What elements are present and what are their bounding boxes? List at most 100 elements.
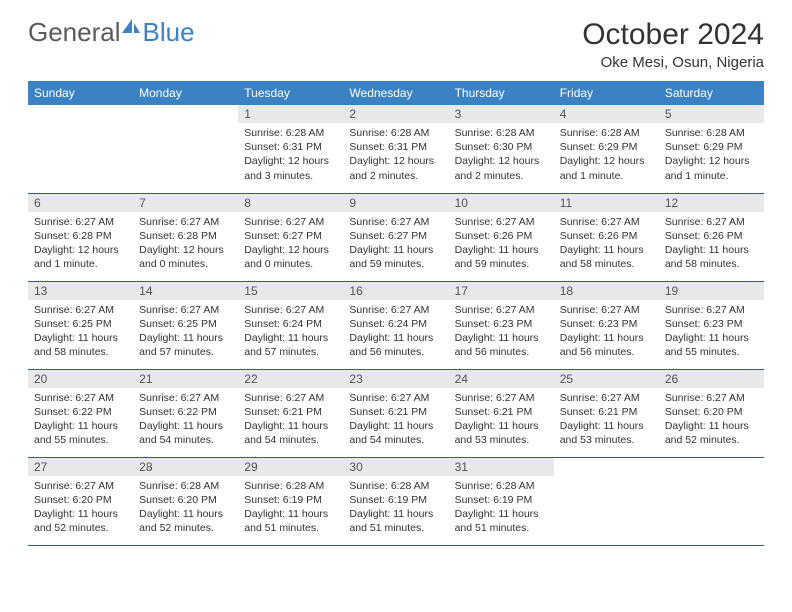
day-details: Sunrise: 6:27 AMSunset: 6:26 PMDaylight:…: [659, 212, 764, 276]
calendar-day-cell: 9Sunrise: 6:27 AMSunset: 6:27 PMDaylight…: [343, 193, 448, 281]
day-details: Sunrise: 6:27 AMSunset: 6:28 PMDaylight:…: [28, 212, 133, 276]
day-details: Sunrise: 6:27 AMSunset: 6:25 PMDaylight:…: [133, 300, 238, 364]
day-number: 28: [133, 458, 238, 476]
day-number: 18: [554, 282, 659, 300]
calendar-week-row: 20Sunrise: 6:27 AMSunset: 6:22 PMDayligh…: [28, 369, 764, 457]
day-number: 15: [238, 282, 343, 300]
day-details: Sunrise: 6:28 AMSunset: 6:30 PMDaylight:…: [449, 123, 554, 187]
day-number: 13: [28, 282, 133, 300]
calendar-day-cell: 1Sunrise: 6:28 AMSunset: 6:31 PMDaylight…: [238, 105, 343, 193]
header: General Blue October 2024 Oke Mesi, Osun…: [28, 18, 764, 71]
calendar-day-cell: 19Sunrise: 6:27 AMSunset: 6:23 PMDayligh…: [659, 281, 764, 369]
calendar-week-row: 13Sunrise: 6:27 AMSunset: 6:25 PMDayligh…: [28, 281, 764, 369]
day-number: 12: [659, 194, 764, 212]
day-number: 2: [343, 105, 448, 123]
day-details: Sunrise: 6:27 AMSunset: 6:20 PMDaylight:…: [28, 476, 133, 540]
weekday-header: Saturday: [659, 81, 764, 105]
calendar-week-row: 6Sunrise: 6:27 AMSunset: 6:28 PMDaylight…: [28, 193, 764, 281]
calendar-day-cell: 25Sunrise: 6:27 AMSunset: 6:21 PMDayligh…: [554, 369, 659, 457]
month-title: October 2024: [582, 18, 764, 52]
day-number: 20: [28, 370, 133, 388]
day-details: Sunrise: 6:27 AMSunset: 6:21 PMDaylight:…: [343, 388, 448, 452]
day-number: 23: [343, 370, 448, 388]
title-block: October 2024 Oke Mesi, Osun, Nigeria: [582, 18, 764, 71]
day-number: 26: [659, 370, 764, 388]
location: Oke Mesi, Osun, Nigeria: [582, 54, 764, 71]
calendar-day-cell: 23Sunrise: 6:27 AMSunset: 6:21 PMDayligh…: [343, 369, 448, 457]
day-number: 3: [449, 105, 554, 123]
day-number: 16: [343, 282, 448, 300]
day-number: 7: [133, 194, 238, 212]
day-details: Sunrise: 6:27 AMSunset: 6:21 PMDaylight:…: [449, 388, 554, 452]
day-details: Sunrise: 6:27 AMSunset: 6:22 PMDaylight:…: [133, 388, 238, 452]
day-number: 22: [238, 370, 343, 388]
calendar-day-cell: 22Sunrise: 6:27 AMSunset: 6:21 PMDayligh…: [238, 369, 343, 457]
calendar-day-cell: 21Sunrise: 6:27 AMSunset: 6:22 PMDayligh…: [133, 369, 238, 457]
day-details: Sunrise: 6:28 AMSunset: 6:19 PMDaylight:…: [238, 476, 343, 540]
weekday-header: Friday: [554, 81, 659, 105]
calendar-day-cell: 16Sunrise: 6:27 AMSunset: 6:24 PMDayligh…: [343, 281, 448, 369]
day-details: Sunrise: 6:27 AMSunset: 6:21 PMDaylight:…: [554, 388, 659, 452]
calendar-day-cell: 6Sunrise: 6:27 AMSunset: 6:28 PMDaylight…: [28, 193, 133, 281]
day-details: Sunrise: 6:28 AMSunset: 6:20 PMDaylight:…: [133, 476, 238, 540]
day-number: 4: [554, 105, 659, 123]
day-details: Sunrise: 6:27 AMSunset: 6:23 PMDaylight:…: [554, 300, 659, 364]
weekday-header: Thursday: [449, 81, 554, 105]
calendar-day-cell: 27Sunrise: 6:27 AMSunset: 6:20 PMDayligh…: [28, 457, 133, 545]
calendar-day-cell: 18Sunrise: 6:27 AMSunset: 6:23 PMDayligh…: [554, 281, 659, 369]
calendar-day-cell: 20Sunrise: 6:27 AMSunset: 6:22 PMDayligh…: [28, 369, 133, 457]
calendar-empty-cell: [659, 457, 764, 545]
calendar-day-cell: 29Sunrise: 6:28 AMSunset: 6:19 PMDayligh…: [238, 457, 343, 545]
calendar-day-cell: 15Sunrise: 6:27 AMSunset: 6:24 PMDayligh…: [238, 281, 343, 369]
calendar-day-cell: 12Sunrise: 6:27 AMSunset: 6:26 PMDayligh…: [659, 193, 764, 281]
logo-sail-icon: [121, 18, 141, 39]
weekday-header: Wednesday: [343, 81, 448, 105]
calendar-day-cell: 2Sunrise: 6:28 AMSunset: 6:31 PMDaylight…: [343, 105, 448, 193]
calendar-week-row: 1Sunrise: 6:28 AMSunset: 6:31 PMDaylight…: [28, 105, 764, 193]
calendar-day-cell: 8Sunrise: 6:27 AMSunset: 6:27 PMDaylight…: [238, 193, 343, 281]
weekday-header: Tuesday: [238, 81, 343, 105]
day-number: 19: [659, 282, 764, 300]
weekday-header-row: SundayMondayTuesdayWednesdayThursdayFrid…: [28, 81, 764, 105]
calendar-week-row: 27Sunrise: 6:27 AMSunset: 6:20 PMDayligh…: [28, 457, 764, 545]
day-number: 11: [554, 194, 659, 212]
calendar-empty-cell: [554, 457, 659, 545]
day-details: Sunrise: 6:27 AMSunset: 6:24 PMDaylight:…: [238, 300, 343, 364]
day-details: Sunrise: 6:27 AMSunset: 6:20 PMDaylight:…: [659, 388, 764, 452]
day-details: Sunrise: 6:27 AMSunset: 6:23 PMDaylight:…: [449, 300, 554, 364]
day-number: 17: [449, 282, 554, 300]
day-details: Sunrise: 6:27 AMSunset: 6:22 PMDaylight:…: [28, 388, 133, 452]
day-number: 30: [343, 458, 448, 476]
calendar-day-cell: 7Sunrise: 6:27 AMSunset: 6:28 PMDaylight…: [133, 193, 238, 281]
calendar-day-cell: 26Sunrise: 6:27 AMSunset: 6:20 PMDayligh…: [659, 369, 764, 457]
day-details: Sunrise: 6:28 AMSunset: 6:19 PMDaylight:…: [343, 476, 448, 540]
day-details: Sunrise: 6:27 AMSunset: 6:21 PMDaylight:…: [238, 388, 343, 452]
day-number: 31: [449, 458, 554, 476]
calendar-day-cell: 11Sunrise: 6:27 AMSunset: 6:26 PMDayligh…: [554, 193, 659, 281]
day-details: Sunrise: 6:27 AMSunset: 6:24 PMDaylight:…: [343, 300, 448, 364]
day-number: 6: [28, 194, 133, 212]
calendar-day-cell: 3Sunrise: 6:28 AMSunset: 6:30 PMDaylight…: [449, 105, 554, 193]
day-number: 8: [238, 194, 343, 212]
weekday-header: Monday: [133, 81, 238, 105]
calendar-day-cell: 24Sunrise: 6:27 AMSunset: 6:21 PMDayligh…: [449, 369, 554, 457]
day-details: Sunrise: 6:28 AMSunset: 6:19 PMDaylight:…: [449, 476, 554, 540]
day-number: 25: [554, 370, 659, 388]
logo-text-blue: Blue: [143, 19, 195, 45]
day-details: Sunrise: 6:28 AMSunset: 6:31 PMDaylight:…: [343, 123, 448, 187]
calendar-day-cell: 14Sunrise: 6:27 AMSunset: 6:25 PMDayligh…: [133, 281, 238, 369]
calendar-day-cell: 28Sunrise: 6:28 AMSunset: 6:20 PMDayligh…: [133, 457, 238, 545]
calendar-day-cell: 10Sunrise: 6:27 AMSunset: 6:26 PMDayligh…: [449, 193, 554, 281]
calendar-body: 1Sunrise: 6:28 AMSunset: 6:31 PMDaylight…: [28, 105, 764, 545]
day-number: 14: [133, 282, 238, 300]
day-number: 24: [449, 370, 554, 388]
day-number: 1: [238, 105, 343, 123]
day-details: Sunrise: 6:27 AMSunset: 6:25 PMDaylight:…: [28, 300, 133, 364]
day-number: 5: [659, 105, 764, 123]
day-details: Sunrise: 6:27 AMSunset: 6:27 PMDaylight:…: [238, 212, 343, 276]
calendar-day-cell: 30Sunrise: 6:28 AMSunset: 6:19 PMDayligh…: [343, 457, 448, 545]
day-number: 21: [133, 370, 238, 388]
day-number: 9: [343, 194, 448, 212]
calendar-grid: SundayMondayTuesdayWednesdayThursdayFrid…: [28, 81, 764, 546]
calendar-day-cell: 13Sunrise: 6:27 AMSunset: 6:25 PMDayligh…: [28, 281, 133, 369]
